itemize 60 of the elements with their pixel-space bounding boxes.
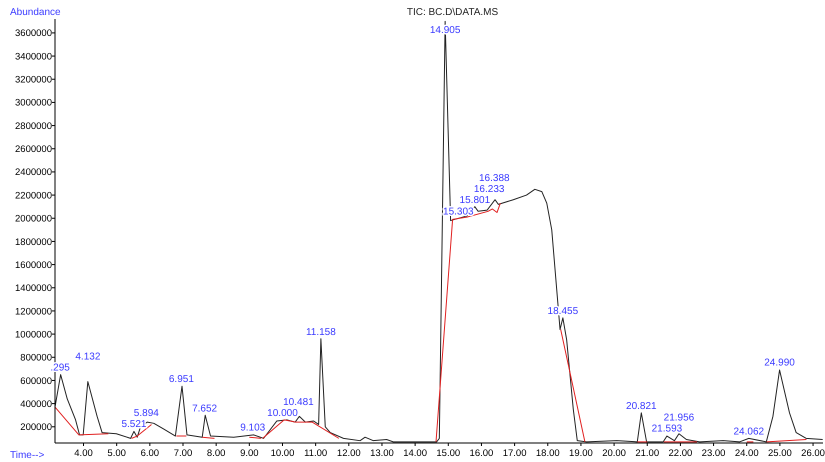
annotation: 6.951 <box>168 374 194 386</box>
annotation: 4.132 <box>75 352 101 363</box>
x-tick-label: 17.00 <box>502 448 526 459</box>
annotation: 16.388 <box>479 173 510 184</box>
annotation: 16.233 <box>474 184 505 196</box>
x-tick-label: 8.00 <box>206 448 226 459</box>
y-tick-label: 3000000 <box>15 98 52 109</box>
annotation: 21.956 <box>664 412 695 424</box>
x-tick-label: 13.00 <box>370 448 394 459</box>
x-tick-label: 14.00 <box>403 448 428 459</box>
x-tick-label: 10.00 <box>270 448 294 459</box>
y-tick-label: 1400000 <box>15 283 52 294</box>
x-tick-label: 24.00 <box>734 448 759 459</box>
y-tick-label: 3600000 <box>15 28 52 40</box>
chart-title: TIC: BC.D\DATA.MS <box>406 7 498 18</box>
y-tick-label: 3200000 <box>15 74 52 86</box>
x-tick-label: 21.00 <box>635 448 660 459</box>
x-axis-title: Time--> <box>10 450 45 461</box>
annotation: 5.894 <box>134 408 160 420</box>
x-tick-label: 11.00 <box>304 448 328 459</box>
x-tick-label: 26.00 <box>801 448 825 459</box>
y-tick-label: 1200000 <box>15 306 52 318</box>
x-tick-label: 9.00 <box>240 448 259 459</box>
y-tick-label: 1800000 <box>15 236 52 248</box>
x-tick-label: 25.00 <box>768 448 792 459</box>
y-tick-label: 2600000 <box>15 144 52 156</box>
x-tick-label: 23.00 <box>702 448 726 459</box>
y-tick-label: 2800000 <box>15 120 52 132</box>
x-tick-label: 15.00 <box>436 448 460 459</box>
y-tick-label: 3400000 <box>15 51 52 62</box>
x-tick-label: 20.00 <box>602 448 626 459</box>
x-tick-label: 19.00 <box>569 448 593 459</box>
y-tick-label: 2200000 <box>15 190 52 202</box>
y-tick-label: 800000 <box>20 352 52 364</box>
x-tick-label: 5.00 <box>107 448 126 459</box>
y-tick-label: 2000000 <box>15 214 52 225</box>
y-tick-label: 400000 <box>20 398 52 410</box>
annotation: 15.801 <box>460 195 491 206</box>
y-tick-label: 2400000 <box>15 167 52 178</box>
annotation: 7.652 <box>192 404 218 415</box>
annotation: 10.000 <box>267 408 298 420</box>
y-tick-label: 1000000 <box>15 329 52 340</box>
y-tick-label: 600000 <box>20 376 52 387</box>
x-tick-label: 12.00 <box>336 448 361 459</box>
annotation: 24.990 <box>764 358 796 369</box>
y-axis-title: Abundance <box>10 7 62 18</box>
x-tick-label: 4.00 <box>74 448 93 459</box>
x-tick-label: 22.00 <box>668 448 692 459</box>
x-tick-label: 18.00 <box>536 448 560 459</box>
annotation: 11.158 <box>306 326 336 338</box>
annotation: 10.481 <box>283 397 314 408</box>
x-tick-label: 16.00 <box>470 448 494 459</box>
y-tick-label: 1600000 <box>15 260 52 271</box>
x-tick-label: 6.00 <box>140 448 160 459</box>
annotation: 24.062 <box>733 426 765 438</box>
annotation: 21.593 <box>652 423 683 434</box>
x-tick-label: 7.00 <box>174 448 192 459</box>
annotation: 20.821 <box>626 400 658 412</box>
y-tick-label: 200000 <box>20 422 52 434</box>
annotation: 9.103 <box>240 422 266 434</box>
